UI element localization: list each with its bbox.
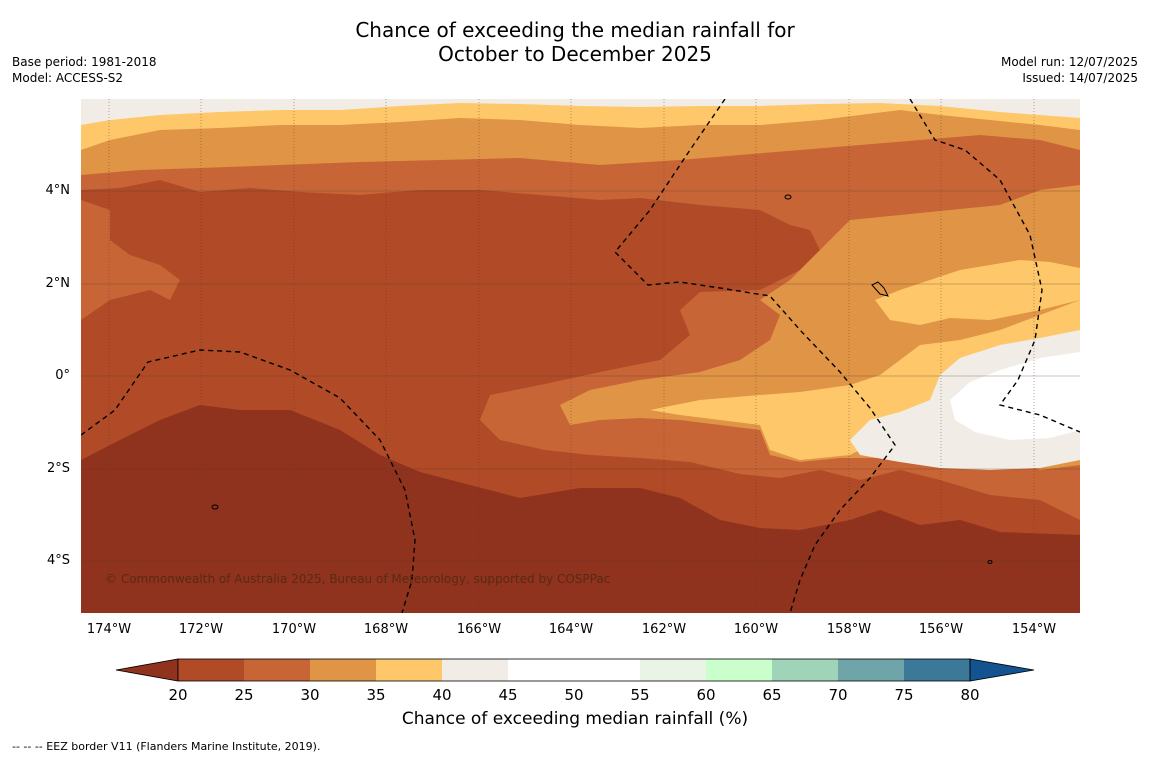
colorbar-tick-label: 25	[234, 686, 254, 704]
zone-35-40-spot	[950, 273, 982, 305]
map-fill	[81, 99, 1080, 613]
colorbar-tick-label: 60	[696, 686, 716, 704]
colorbar-tick-label: 20	[168, 686, 188, 704]
meta-left: Base period: 1981-2018 Model: ACCESS-S2	[12, 54, 157, 86]
zone-30-35	[81, 99, 1080, 470]
issued-date: Issued: 14/07/2025	[1022, 71, 1138, 85]
lat-grid-lines	[81, 190, 1080, 562]
colorbar-segment	[574, 659, 640, 681]
islands	[211, 194, 993, 564]
colorbar	[115, 658, 1035, 682]
colorbar-tick-label: 80	[960, 686, 980, 704]
colorbar-tick-label: 35	[366, 686, 386, 704]
colorbar-segment	[442, 659, 508, 681]
colorbar-segment	[310, 659, 376, 681]
colorbar-segment	[838, 659, 904, 681]
colorbar-segment	[706, 659, 772, 681]
lon-label: 160°W	[733, 622, 779, 637]
zone-35-40-east	[650, 260, 1080, 460]
lon-label: 162°W	[641, 622, 687, 637]
lon-label: 170°W	[271, 622, 317, 637]
colorbar-tick-label: 45	[498, 686, 518, 704]
model-run: Model run: 12/07/2025	[1000, 55, 1138, 69]
eez-borders	[81, 99, 1080, 613]
colorbar-extend-low	[115, 658, 179, 682]
colorbar-segment	[376, 659, 442, 681]
colorbar-segment	[508, 659, 574, 681]
map-title-line2: October to December 2025	[438, 42, 712, 66]
colorbar-tick-label: 40	[432, 686, 452, 704]
colorbar-border	[177, 658, 971, 682]
colorbar-segment	[904, 659, 970, 681]
colorbar-tick-label: 30	[300, 686, 320, 704]
lon-label: 166°W	[456, 622, 502, 637]
lon-label: 168°W	[363, 622, 409, 637]
lat-label: 4°N	[45, 183, 71, 198]
colorbar-segment	[640, 659, 706, 681]
base-period: Base period: 1981-2018	[12, 55, 157, 69]
colorbar-title: Chance of exceeding median rainfall (%)	[401, 709, 749, 729]
colorbar-tick-label: 75	[894, 686, 914, 704]
zone-35-40	[81, 99, 1080, 150]
map-title: Chance of exceeding the median rainfall …	[0, 18, 1150, 66]
zone-40-45	[81, 99, 1080, 125]
eez-footnote: -- -- -- EEZ border V11 (Flanders Marine…	[12, 740, 321, 753]
colorbar-segment	[178, 659, 244, 681]
lon-label: 154°W	[1011, 622, 1057, 637]
colorbar-segment	[244, 659, 310, 681]
model-name: Model: ACCESS-S2	[12, 71, 124, 85]
colorbar-tick-label: 50	[564, 686, 584, 704]
lon-label: 172°W	[178, 622, 224, 637]
lat-label: 0°	[55, 368, 70, 383]
colorbar-tick-label: 70	[828, 686, 848, 704]
lat-label: 2°N	[45, 276, 71, 291]
colorbar-tick-label: 55	[630, 686, 650, 704]
zone-25-30-west	[81, 200, 180, 320]
lat-label: 4°S	[46, 553, 70, 568]
colorbar-tick-label: 65	[762, 686, 782, 704]
lon-label: 156°W	[918, 622, 964, 637]
lon-label: 174°W	[86, 622, 132, 637]
lat-label: 2°S	[46, 461, 70, 476]
copyright-notice: © Commonwealth of Australia 2025, Bureau…	[105, 572, 611, 586]
colorbar-extend-high	[969, 658, 1035, 682]
lon-label: 164°W	[548, 622, 594, 637]
map-title-line1: Chance of exceeding the median rainfall …	[355, 18, 795, 42]
lon-label: 158°W	[826, 622, 872, 637]
colorbar-segment	[772, 659, 838, 681]
meta-right: Model run: 12/07/2025 Issued: 14/07/2025	[1001, 54, 1138, 86]
